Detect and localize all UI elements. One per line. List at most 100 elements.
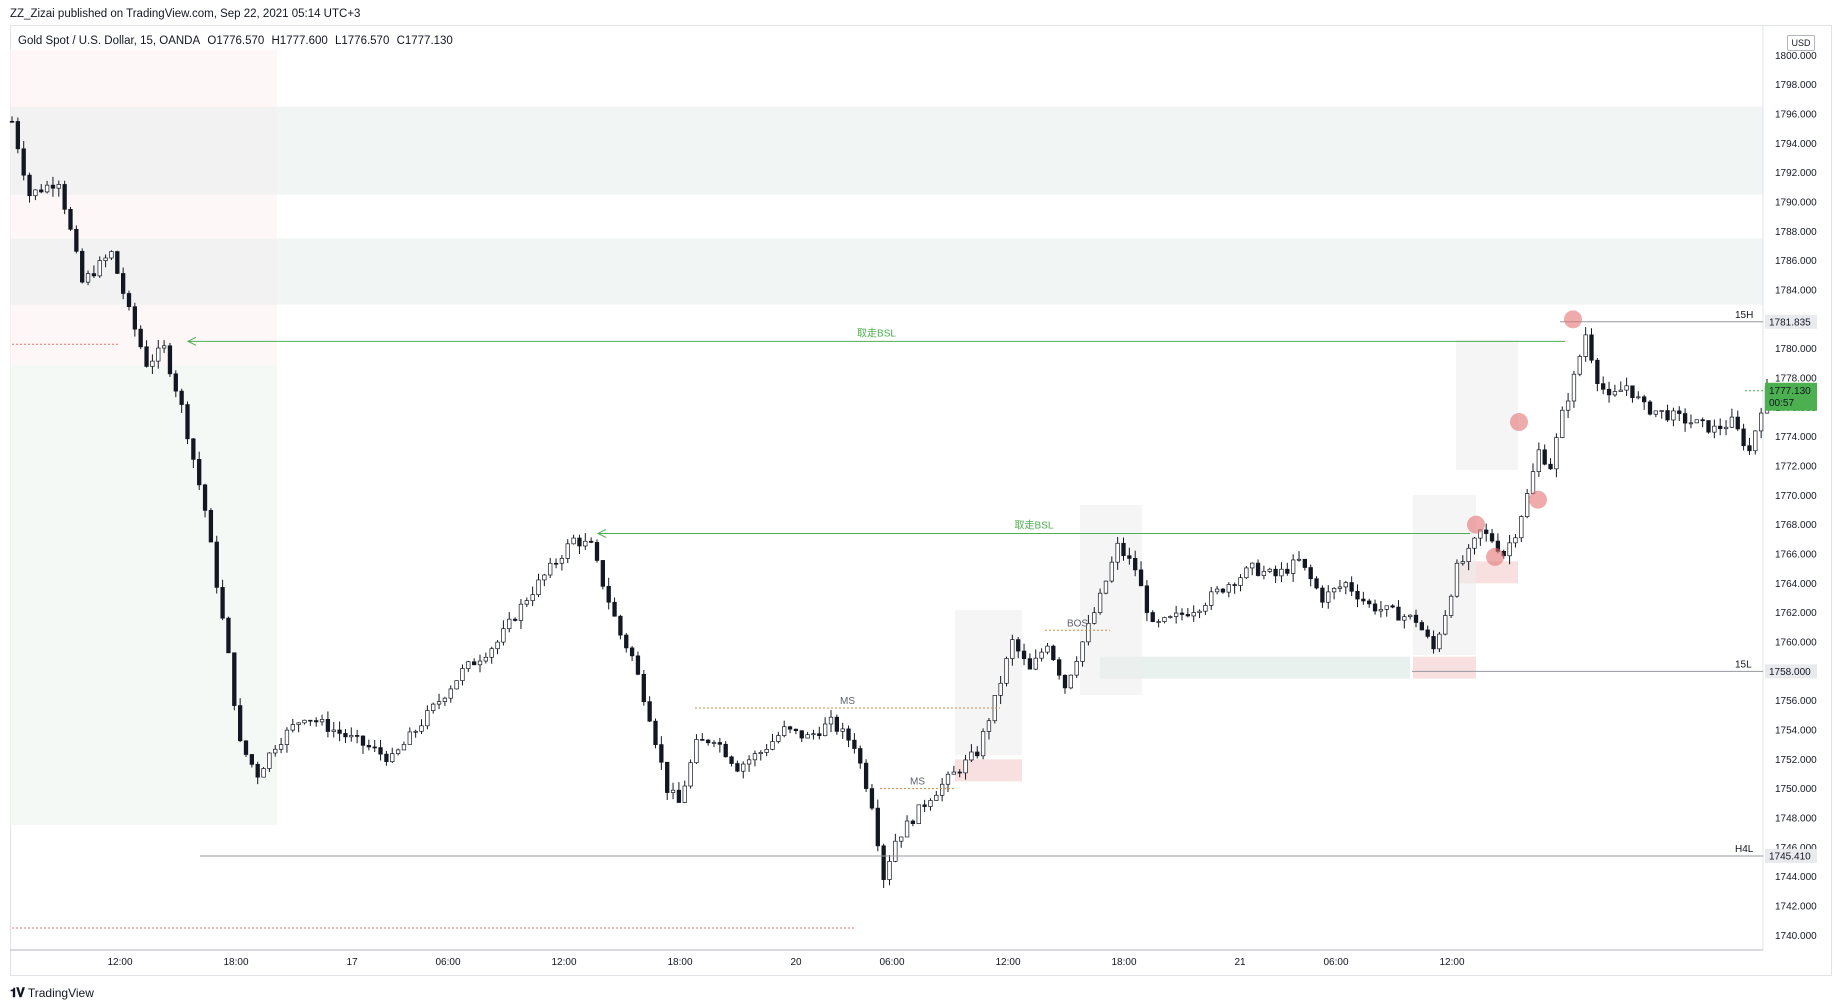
candle-body xyxy=(899,836,904,842)
candle-body xyxy=(1232,584,1237,586)
candle-body xyxy=(817,733,822,737)
candle-body xyxy=(27,174,32,197)
candle-body xyxy=(1016,639,1021,652)
candle-body xyxy=(1097,592,1103,614)
candle-body xyxy=(741,763,746,772)
liquidity-marker xyxy=(1564,310,1582,329)
candle-body xyxy=(717,742,722,745)
candle-body xyxy=(975,751,980,757)
candle-body xyxy=(512,618,518,621)
candle-body xyxy=(1741,428,1746,447)
candle-body xyxy=(33,189,38,197)
candle-body xyxy=(1466,547,1471,562)
price-tick-label: 1792.000 xyxy=(1775,168,1817,179)
candle-body xyxy=(1595,359,1600,385)
candle-body xyxy=(1226,584,1231,593)
candle-body xyxy=(1372,603,1378,612)
candle-body xyxy=(255,764,260,778)
candle-body xyxy=(1560,409,1565,438)
session-shade-bottom xyxy=(10,365,277,825)
level-label: H4L xyxy=(1735,844,1754,855)
time-tick-label: 17 xyxy=(346,957,358,968)
price-tick-label: 1774.000 xyxy=(1775,432,1817,443)
price-tick-label: 1796.000 xyxy=(1775,110,1817,121)
candle-body xyxy=(594,542,600,561)
candle-body xyxy=(349,735,354,738)
candle-body xyxy=(144,346,149,367)
candle-body xyxy=(1156,621,1161,623)
candle-body xyxy=(1355,590,1360,600)
candle-body xyxy=(419,725,424,732)
candle-body xyxy=(1039,651,1044,659)
candle-body xyxy=(1185,614,1191,617)
candle-body xyxy=(120,273,126,294)
candle-body xyxy=(799,730,804,739)
candle-body xyxy=(1133,558,1138,571)
currency-selector[interactable]: USD xyxy=(1787,35,1815,51)
candle-body xyxy=(1630,385,1635,399)
candle-body xyxy=(1677,410,1682,414)
candle-body xyxy=(39,189,44,193)
zone-order_block xyxy=(1413,656,1476,679)
price-tick-label: 1794.000 xyxy=(1775,139,1817,150)
candle-body xyxy=(665,761,670,793)
candle-body xyxy=(1162,617,1167,622)
candle-body xyxy=(1577,356,1582,375)
candle-body xyxy=(1653,410,1659,415)
level-price-label: 1745.410 xyxy=(1769,851,1811,862)
candle-body xyxy=(138,328,143,348)
candle-body xyxy=(191,438,196,460)
candle-body xyxy=(132,306,138,330)
candle-body xyxy=(1127,555,1132,559)
price-tick-label: 1750.000 xyxy=(1775,784,1817,795)
symbol-name[interactable]: Gold Spot / U.S. Dollar, 15, OANDA xyxy=(18,35,201,47)
candle-body xyxy=(103,257,108,261)
candle-body xyxy=(1688,422,1694,425)
candle-body xyxy=(1209,591,1214,606)
candle-body xyxy=(249,754,255,765)
candle-body xyxy=(939,783,945,796)
candle-body xyxy=(161,345,167,349)
candle-body xyxy=(1542,449,1547,465)
price-tick-label: 1798.000 xyxy=(1775,80,1817,91)
time-tick-label: 12:00 xyxy=(551,957,576,968)
candle-body xyxy=(1489,533,1495,542)
candle-body xyxy=(1665,410,1670,421)
candle-body xyxy=(624,634,629,649)
candle-body xyxy=(126,293,132,308)
candle-body xyxy=(1384,605,1389,610)
candle-body xyxy=(758,752,763,754)
candle-body xyxy=(1513,537,1518,544)
candle-body xyxy=(448,688,453,699)
structure-label: BOS xyxy=(1067,618,1088,629)
candle-body xyxy=(875,807,880,847)
price-tick-label: 1778.000 xyxy=(1775,374,1817,385)
time-tick-label: 18:00 xyxy=(667,957,692,968)
price-tick-label: 1744.000 xyxy=(1775,872,1817,883)
candle-body xyxy=(1554,437,1559,470)
zone-demand xyxy=(1100,656,1410,679)
price-tick-label: 1742.000 xyxy=(1775,902,1817,913)
candle-body xyxy=(1484,529,1489,534)
candle-body xyxy=(1472,537,1477,549)
candle-body xyxy=(50,184,56,189)
candle-body xyxy=(1331,588,1337,593)
level-label: 15L xyxy=(1735,659,1752,670)
level-price-tag xyxy=(1765,664,1817,679)
candle-body xyxy=(916,804,921,825)
candle-body xyxy=(80,250,85,283)
tradingview-footer[interactable]: 𝟏𝐕 TradingView xyxy=(10,985,94,1001)
candle-body xyxy=(805,734,810,739)
candle-body xyxy=(588,540,594,543)
structure-label: MS xyxy=(910,777,925,788)
candle-body xyxy=(15,121,20,150)
candle-body xyxy=(1203,605,1208,612)
price-tick-label: 1788.000 xyxy=(1775,227,1817,238)
price-tick-label: 1766.000 xyxy=(1775,550,1817,561)
candle-body xyxy=(314,720,319,723)
candle-body xyxy=(1647,401,1653,415)
price-tick-label: 1784.000 xyxy=(1775,286,1817,297)
candle-body xyxy=(770,741,775,750)
candle-body xyxy=(1092,612,1097,624)
